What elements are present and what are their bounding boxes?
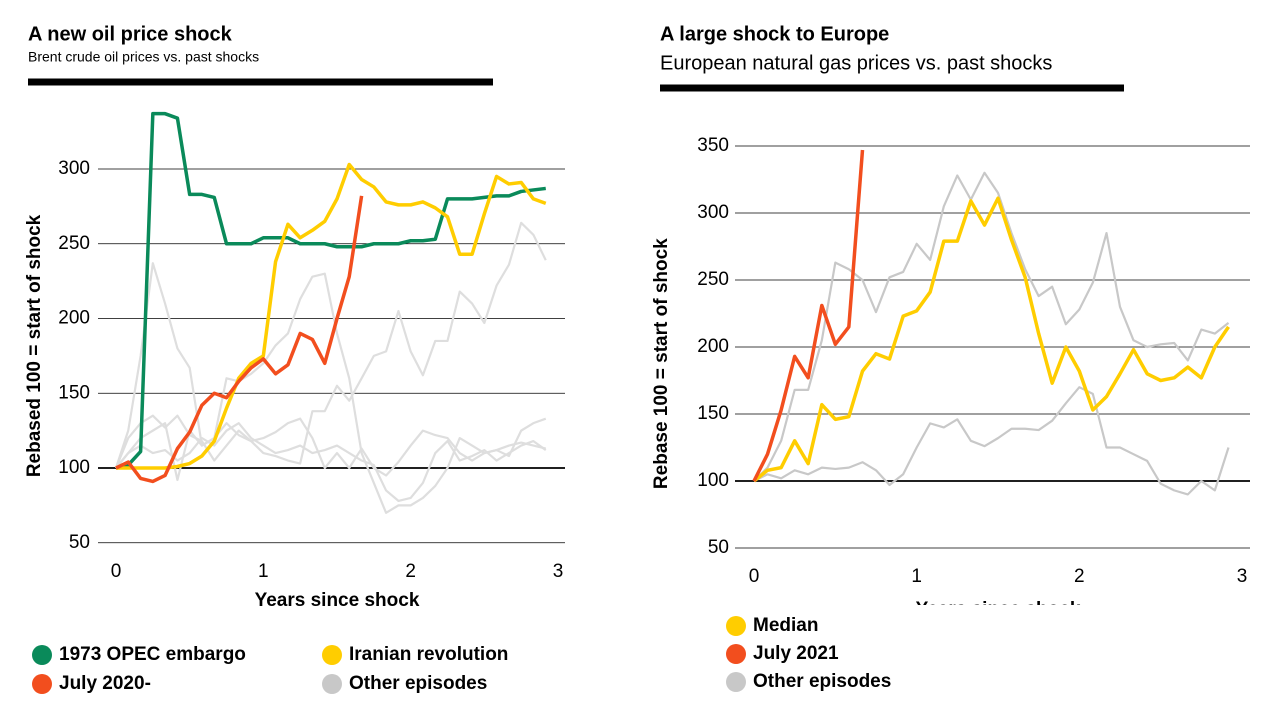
- legend-swatch: [726, 616, 746, 636]
- y-tick-label: 300: [697, 202, 729, 223]
- other-line: [753, 386, 1230, 496]
- x-axis-label: Years since shock: [916, 599, 1081, 620]
- x-tick-label: 3: [1237, 566, 1248, 587]
- chart-title: A large shock to Europe: [660, 23, 889, 45]
- series-line: [752, 149, 865, 482]
- y-tick-label: 350: [697, 135, 729, 156]
- chart-title: A new oil price shock: [28, 23, 233, 45]
- legend-swatch: [32, 674, 52, 694]
- legend-label: July 2020-: [59, 673, 151, 694]
- x-tick-label: 2: [405, 561, 416, 582]
- chart-subtitle: European natural gas prices vs. past sho…: [660, 52, 1052, 74]
- legend-swatch: [726, 644, 746, 664]
- y-tick-label: 250: [58, 233, 90, 254]
- y-axis-label: Rebased 100 = start of shock: [24, 214, 45, 477]
- legend-label: Median: [753, 615, 818, 636]
- legend-swatch: [322, 645, 342, 665]
- y-tick-label: 50: [69, 532, 90, 553]
- other-line: [115, 422, 547, 502]
- other-line: [114, 262, 547, 514]
- series-line: [115, 111, 546, 470]
- title-rule: [28, 78, 493, 86]
- y-tick-label: 100: [697, 470, 729, 491]
- legend-swatch: [726, 672, 746, 692]
- y-tick-label: 50: [708, 537, 729, 558]
- other-line: [753, 171, 1230, 482]
- x-tick-label: 1: [258, 561, 269, 582]
- y-tick-label: 200: [697, 336, 729, 357]
- legend-label: Other episodes: [349, 673, 487, 694]
- chart-subtitle: Brent crude oil prices vs. past shocks: [28, 49, 259, 65]
- legend-swatch: [32, 645, 52, 665]
- other-line: [114, 221, 547, 469]
- y-tick-label: 200: [58, 308, 90, 329]
- y-tick-label: 300: [58, 158, 90, 179]
- legend-label: Iranian revolution: [349, 644, 508, 665]
- y-tick-label: 250: [697, 269, 729, 290]
- y-tick-label: 150: [697, 403, 729, 424]
- y-axis-label: Rebase 100 = start of shock: [651, 238, 672, 489]
- x-tick-label: 3: [553, 561, 564, 582]
- y-tick-label: 150: [58, 382, 90, 403]
- x-tick-label: 0: [111, 561, 122, 582]
- series-line: [115, 195, 364, 484]
- legend-label: July 2021: [753, 643, 839, 664]
- title-rule: [660, 84, 1124, 92]
- x-tick-label: 2: [1074, 566, 1085, 587]
- x-tick-label: 0: [749, 566, 760, 587]
- y-tick-label: 100: [58, 457, 90, 478]
- legend-swatch: [322, 674, 342, 694]
- x-axis-label: Years since shock: [255, 590, 420, 611]
- other-line: [115, 417, 547, 482]
- legend-label: 1973 OPEC embargo: [59, 644, 246, 665]
- series-line: [752, 196, 1230, 483]
- legend-label: Other episodes: [753, 671, 891, 692]
- x-tick-label: 1: [911, 566, 922, 587]
- series-line: [116, 162, 547, 470]
